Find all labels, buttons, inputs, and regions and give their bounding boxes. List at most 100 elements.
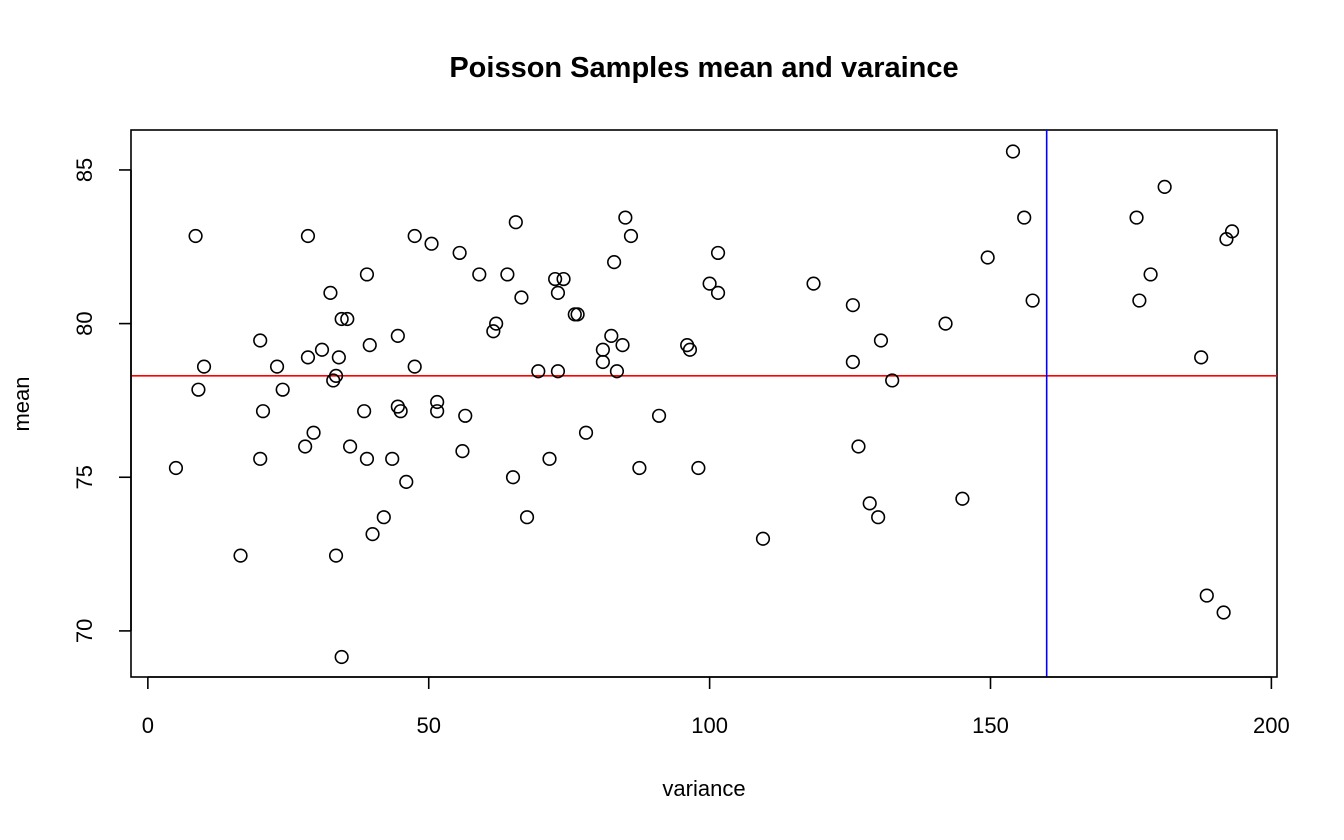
data-point (595, 354, 610, 370)
y-tick-label: 70 (72, 619, 97, 643)
data-point (1025, 293, 1040, 308)
data-point (1157, 179, 1172, 194)
x-axis-title: variance (662, 776, 745, 801)
data-point (472, 267, 487, 282)
data-point (424, 236, 439, 251)
data-point (550, 364, 566, 379)
data-point (500, 267, 515, 282)
data-point (548, 271, 563, 287)
data-point (342, 439, 358, 454)
data-point (191, 382, 206, 397)
data-point (458, 408, 473, 423)
x-tick-label: 50 (416, 713, 440, 738)
x-tick-label: 100 (691, 713, 728, 738)
data-point (1143, 267, 1158, 282)
data-point (702, 276, 717, 291)
data-point (1132, 293, 1147, 308)
data-point (390, 328, 405, 343)
data-point (407, 228, 422, 244)
data-point (609, 364, 625, 379)
data-point (851, 439, 866, 454)
data-point (542, 451, 557, 466)
data-point (682, 342, 698, 357)
data-point (980, 250, 995, 265)
data-point (938, 316, 953, 331)
x-tick-label: 200 (1253, 713, 1290, 738)
data-point (1005, 144, 1021, 159)
y-tick-label: 75 (72, 465, 97, 489)
data-point (253, 451, 268, 466)
data-point (430, 394, 445, 410)
data-point (651, 408, 667, 423)
data-point (365, 527, 380, 542)
data-point (376, 510, 391, 525)
data-point (550, 285, 566, 300)
data-point (486, 324, 501, 339)
data-point (567, 307, 582, 322)
data-point (306, 425, 321, 440)
data-point (328, 548, 344, 563)
data-point (578, 425, 594, 440)
data-point (1194, 350, 1209, 365)
data-point (1216, 605, 1231, 620)
data-point (531, 364, 546, 379)
data-point (680, 338, 695, 353)
data-point (632, 460, 647, 476)
data-point (595, 342, 610, 357)
data-point (604, 328, 619, 343)
plot-frame (130, 129, 1278, 678)
data-point (607, 255, 622, 270)
data-point (269, 359, 285, 374)
data-point (253, 333, 268, 348)
data-point (430, 404, 445, 419)
data-point (505, 470, 521, 485)
data-point (188, 228, 203, 244)
data-point (1199, 588, 1214, 603)
data-point (955, 491, 970, 506)
data-point (300, 228, 316, 244)
chart-title: Poisson Samples mean and varaince (449, 52, 958, 84)
data-point (710, 285, 726, 300)
y-tick-label: 80 (72, 311, 97, 335)
data-point (845, 298, 860, 313)
reference-lines (131, 130, 1277, 677)
data-point (455, 444, 470, 459)
data-point (508, 215, 523, 230)
data-point (452, 245, 467, 261)
data-point (556, 271, 571, 287)
data-point (623, 228, 639, 244)
data-point (755, 531, 771, 546)
data-point (359, 267, 375, 282)
data-point (168, 460, 184, 476)
data-point (1017, 210, 1032, 225)
data-point (359, 451, 375, 466)
data-point (873, 333, 889, 348)
data-points (168, 144, 1240, 665)
data-point (1224, 224, 1240, 239)
data-point (615, 338, 630, 353)
x-tick-label: 0 (142, 713, 154, 738)
data-point (862, 496, 877, 511)
data-point (328, 368, 344, 383)
data-point (570, 307, 585, 322)
data-point (196, 359, 212, 374)
data-point (710, 245, 726, 261)
y-axis: 70 75 80 85 (72, 158, 132, 643)
y-axis-title: mean (9, 376, 34, 431)
data-point (489, 316, 504, 331)
data-point (514, 290, 529, 305)
data-point (407, 359, 422, 374)
data-point (885, 373, 900, 388)
y-tick-label: 85 (72, 158, 97, 182)
data-point (519, 510, 535, 525)
data-point (871, 510, 886, 525)
data-point (233, 548, 248, 563)
data-point (806, 276, 821, 291)
data-point (298, 439, 313, 454)
data-point (385, 451, 400, 466)
data-point (845, 354, 860, 370)
data-point (691, 460, 706, 476)
data-point (275, 382, 290, 397)
data-point (357, 404, 372, 419)
